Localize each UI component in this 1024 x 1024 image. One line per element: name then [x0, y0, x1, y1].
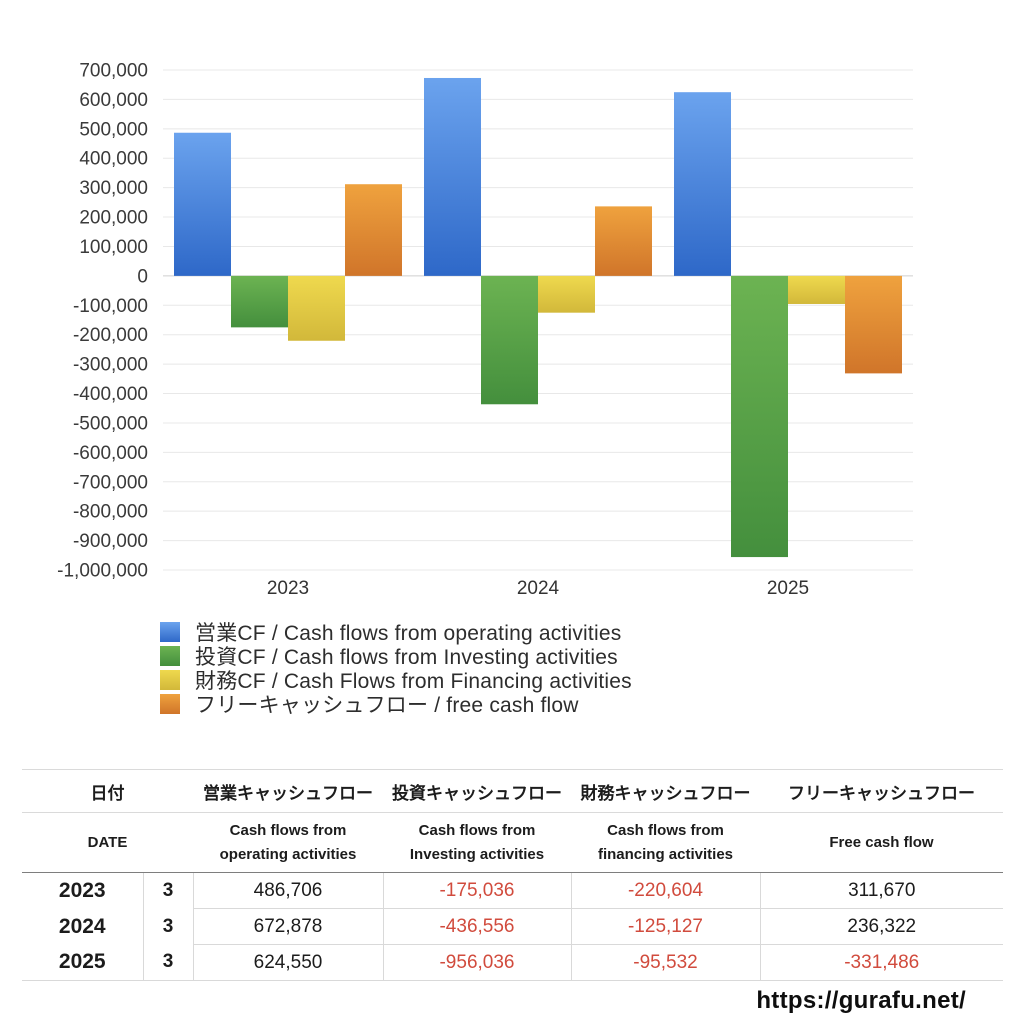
cell-fcf: -331,486 [760, 944, 1003, 981]
svg-text:500,000: 500,000 [79, 119, 148, 140]
cell-investing: -956,036 [383, 944, 572, 981]
legend-item-financing: 財務CF / Cash Flows from Financing activit… [160, 669, 632, 693]
cell-operating: 486,706 [193, 872, 384, 909]
cell-operating: 624,550 [193, 944, 384, 981]
svg-text:0: 0 [137, 266, 148, 287]
cell-financing: -220,604 [571, 872, 761, 909]
table-header-row-jp: 日付 営業キャッシュフロー 投資キャッシュフロー 財務キャッシュフロー フリーキ… [22, 769, 1003, 813]
svg-text:-600,000: -600,000 [73, 443, 148, 464]
table-row-2025: 2025 3 624,550 -956,036 -95,532 -331,486 [22, 944, 1003, 981]
col-header-fcf-en: Free cash flow [760, 812, 1003, 873]
col-header-investing-jp: 投資キャッシュフロー [383, 769, 571, 813]
cell-fcf: 236,322 [760, 908, 1003, 945]
col-header-financing-en: Cash flows from financing activities [571, 812, 760, 873]
table-row-2023: 2023 3 486,706 -175,036 -220,604 311,670 [22, 872, 1003, 909]
legend-label-fcf: フリーキャッシュフロー / free cash flow [195, 693, 579, 717]
svg-text:2023: 2023 [267, 578, 309, 599]
col-header-investing-en: Cash flows from Investing activities [383, 812, 571, 873]
cell-year: 2023 [22, 872, 144, 909]
cell-year: 2025 [22, 944, 144, 981]
svg-text:600,000: 600,000 [79, 90, 148, 111]
col-header-date-en: DATE [22, 812, 193, 873]
cashflow-table: 日付 営業キャッシュフロー 投資キャッシュフロー 財務キャッシュフロー フリーキ… [22, 769, 1003, 981]
svg-text:-700,000: -700,000 [73, 472, 148, 493]
col-header-operating-en: Cash flows from operating activities [193, 812, 383, 873]
table-row-2024: 2024 3 672,878 -436,556 -125,127 236,322 [22, 908, 1003, 945]
svg-text:2024: 2024 [517, 578, 560, 599]
legend-swatch-fcf-icon [160, 693, 180, 714]
cell-month: 3 [143, 872, 194, 909]
svg-text:100,000: 100,000 [79, 237, 148, 258]
footer-url: https://gurafu.net/ [756, 987, 966, 1014]
legend-item-operating: 営業CF / Cash flows from operating activit… [160, 621, 632, 645]
cell-year: 2024 [22, 908, 144, 945]
cell-investing: -436,556 [383, 908, 572, 945]
cell-investing: -175,036 [383, 872, 572, 909]
cell-month: 3 [143, 908, 194, 945]
cell-operating: 672,878 [193, 908, 384, 945]
svg-text:-200,000: -200,000 [73, 325, 148, 346]
col-header-financing-jp: 財務キャッシュフロー [571, 769, 760, 813]
cell-month: 3 [143, 944, 194, 981]
legend-label-financing: 財務CF / Cash Flows from Financing activit… [195, 669, 632, 693]
legend-item-investing: 投資CF / Cash flows from Investing activit… [160, 645, 632, 669]
svg-text:-100,000: -100,000 [73, 296, 148, 317]
svg-text:400,000: 400,000 [79, 149, 148, 170]
col-header-operating-jp: 営業キャッシュフロー [193, 769, 383, 813]
cashflow-bar-chart: -1,000,000 -900,000 -800,000 -700,000 -600,0… [57, 61, 913, 599]
legend-label-investing: 投資CF / Cash flows from Investing activit… [195, 645, 618, 669]
svg-text:300,000: 300,000 [79, 178, 148, 199]
cell-financing: -95,532 [571, 944, 761, 981]
legend-swatch-investing-icon [160, 645, 180, 666]
legend-item-fcf: フリーキャッシュフロー / free cash flow [160, 693, 632, 717]
svg-text:-500,000: -500,000 [73, 413, 148, 434]
svg-text:2025: 2025 [767, 578, 809, 599]
col-header-date-jp: 日付 [22, 769, 193, 813]
cell-financing: -125,127 [571, 908, 761, 945]
legend-label-operating: 営業CF / Cash flows from operating activit… [195, 621, 622, 645]
svg-text:200,000: 200,000 [79, 208, 148, 229]
legend-swatch-financing-icon [160, 669, 180, 690]
table-header-row-en: DATE Cash flows from operating activitie… [22, 812, 1003, 873]
svg-text:-400,000: -400,000 [73, 384, 148, 405]
col-header-fcf-jp: フリーキャッシュフロー [760, 769, 1003, 813]
svg-text:700,000: 700,000 [79, 61, 148, 82]
svg-text:-800,000: -800,000 [73, 502, 148, 523]
svg-text:-300,000: -300,000 [73, 355, 148, 376]
svg-text:-1,000,000: -1,000,000 [57, 561, 148, 582]
svg-text:-900,000: -900,000 [73, 531, 148, 552]
chart-legend: 営業CF / Cash flows from operating activit… [160, 621, 632, 717]
cell-fcf: 311,670 [760, 872, 1003, 909]
legend-swatch-operating-icon [160, 621, 180, 642]
